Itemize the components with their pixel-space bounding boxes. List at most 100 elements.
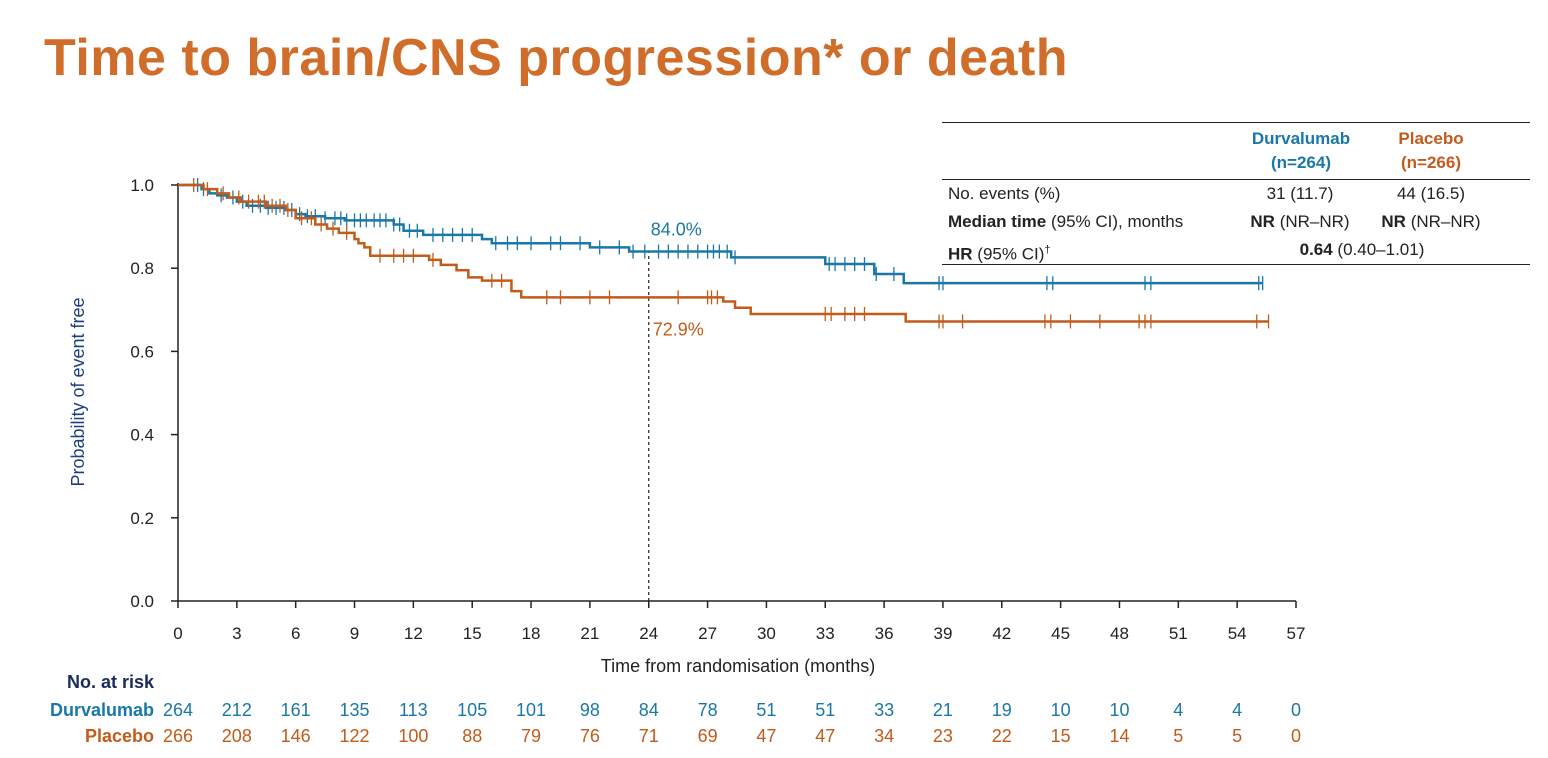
risk-placebo-value: 79	[521, 726, 542, 746]
median-placebo: NR (NR–NR)	[1301, 208, 1548, 236]
x-tick-label: 36	[875, 624, 894, 643]
median-durvalumab: NR (NR–NR)	[1170, 208, 1430, 236]
hr-label-bold: HR	[948, 244, 973, 264]
median-label-rest: (95% CI), months	[1046, 212, 1184, 231]
risk-placebo-value: 5	[1173, 726, 1184, 746]
risk-placebo-value: 15	[1050, 726, 1071, 746]
risk-placebo-value: 71	[638, 726, 659, 746]
risk-placebo-value: 100	[398, 726, 429, 746]
risk-durvalumab-value: 10	[1109, 700, 1130, 720]
events-label: No. events (%)	[948, 184, 1061, 203]
durvalumab-24mo-label: 84.0%	[651, 220, 702, 240]
x-tick-label: 24	[639, 624, 658, 643]
summary-top-rule	[942, 122, 1530, 123]
x-tick-label: 54	[1228, 624, 1247, 643]
x-tick-label: 57	[1287, 624, 1306, 643]
summary-bottom-rule	[942, 264, 1530, 265]
x-tick-label: 27	[698, 624, 717, 643]
hr-row: HR (95% CI)† 0.64 (0.40–1.01)	[942, 236, 1530, 264]
hr-label-rest: (95% CI)	[972, 244, 1045, 264]
plot-area	[178, 178, 1270, 601]
risk-placebo-label: Placebo	[84, 726, 154, 746]
risk-durvalumab-value: 33	[874, 700, 895, 720]
durvalumab-header-name: Durvalumab	[1251, 129, 1351, 148]
median-durvalumab-bold: NR	[1250, 212, 1275, 231]
risk-durvalumab-value: 4	[1232, 700, 1243, 720]
median-label: Median time (95% CI), months	[948, 208, 1183, 236]
risk-table-title: No. at risk	[66, 672, 154, 692]
y-tick-label: 0.2	[130, 509, 154, 528]
x-tick-label: 33	[816, 624, 835, 643]
placebo-curve	[178, 183, 1269, 323]
placebo-header-n: (n=266)	[1401, 153, 1461, 172]
x-tick-label: 18	[522, 624, 541, 643]
x-tick-label: 39	[933, 624, 952, 643]
y-tick-label: 1.0	[130, 176, 154, 195]
summary-header: Durvalumab (n=264) Placebo (n=266)	[942, 123, 1530, 179]
hr-value: 0.64 (0.40–1.01)	[1202, 236, 1522, 264]
placebo-header: Placebo (n=266)	[1361, 127, 1501, 175]
hr-dagger: †	[1044, 244, 1051, 256]
median-label-bold: Median time	[948, 212, 1047, 231]
hr-value-bold: 0.64	[1299, 240, 1333, 259]
hr-value-rest: (0.40–1.01)	[1332, 240, 1425, 259]
x-tick-label: 42	[992, 624, 1011, 643]
risk-table: No. at risk Durvalumab Placebo 264 212 161…	[0, 670, 1548, 758]
risk-durvalumab-value: 264	[162, 700, 194, 720]
risk-placebo-value: 34	[874, 726, 895, 746]
x-tick-label: 12	[404, 624, 423, 643]
placebo-24mo-label: 72.9%	[653, 320, 704, 340]
x-axis-label: Time from randomisation (months)	[601, 656, 875, 676]
risk-placebo-value: 23	[932, 726, 953, 746]
risk-placebo-value: 88	[462, 726, 483, 746]
risk-durvalumab-value: 51	[815, 700, 836, 720]
summary-header-rule	[942, 179, 1530, 180]
y-tick-label: 0.0	[130, 592, 154, 611]
median-row: Median time (95% CI), months NR (NR–NR) …	[942, 208, 1530, 236]
risk-durvalumab-value: 84	[638, 700, 659, 720]
median-placebo-bold: NR	[1381, 212, 1406, 231]
y-axis-label: Probability of event free	[68, 297, 88, 486]
risk-durvalumab-value: 10	[1050, 700, 1071, 720]
placebo-header-name: Placebo	[1398, 129, 1464, 148]
risk-durvalumab-label: Durvalumab	[49, 700, 154, 720]
risk-durvalumab-value: 161	[280, 700, 311, 720]
x-tick-label: 48	[1110, 624, 1129, 643]
durvalumab-curve	[178, 183, 1263, 285]
risk-placebo-value: 47	[756, 726, 777, 746]
x-tick-label: 51	[1169, 624, 1188, 643]
x-tick-label: 30	[757, 624, 776, 643]
risk-durvalumab-value: 0	[1290, 700, 1301, 720]
risk-durvalumab-value: 101	[516, 700, 547, 720]
median-durvalumab-rest: (NR–NR)	[1274, 212, 1350, 231]
risk-placebo-value: 122	[339, 726, 370, 746]
risk-durvalumab-value: 78	[697, 700, 718, 720]
risk-placebo-value: 14	[1109, 726, 1130, 746]
risk-durvalumab-value: 21	[932, 700, 953, 720]
x-tick-label: 0	[173, 624, 182, 643]
x-tick-label: 45	[1051, 624, 1070, 643]
median-placebo-rest: (NR–NR)	[1405, 212, 1481, 231]
risk-durvalumab-value: 98	[579, 700, 600, 720]
risk-placebo-value: 0	[1290, 726, 1301, 746]
durvalumab-header-n: (n=264)	[1271, 153, 1331, 172]
y-tick-label: 0.8	[130, 259, 154, 278]
risk-placebo-value: 266	[162, 726, 194, 746]
risk-placebo-value: 76	[579, 726, 600, 746]
x-tick-label: 21	[580, 624, 599, 643]
chart-title: Time to brain/CNS progression* or death	[44, 29, 1069, 87]
risk-durvalumab-value: 105	[457, 700, 488, 720]
risk-placebo-value: 69	[697, 726, 718, 746]
y-tick-label: 0.6	[130, 342, 154, 361]
risk-durvalumab-value: 212	[221, 700, 252, 720]
risk-placebo-value: 47	[815, 726, 836, 746]
events-durvalumab: 31 (11.7)	[1266, 184, 1334, 203]
events-row: No. events (%) 31 (11.7) 44 (16.5)	[942, 180, 1530, 208]
axes: 0.00.20.40.60.81.00 3 6 9 12 15 18 21 24 27 30 33 36…	[130, 176, 1305, 643]
risk-durvalumab-value: 113	[399, 700, 428, 720]
x-tick-label: 15	[463, 624, 482, 643]
hr-label: HR (95% CI)†	[948, 236, 1050, 269]
risk-placebo-value: 22	[991, 726, 1012, 746]
events-placebo: 44 (16.5)	[1396, 184, 1466, 203]
